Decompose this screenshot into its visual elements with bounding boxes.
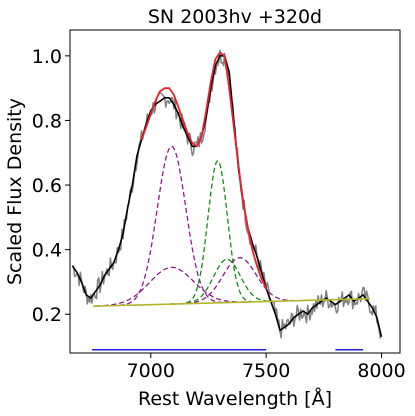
y-tick-label-1: 1.0 — [32, 46, 62, 68]
y-tick-label-0.8: 0.8 — [32, 110, 62, 132]
plot-frame — [69, 29, 401, 354]
gaussian-component-2 — [95, 266, 262, 307]
y-tick-label-0.4: 0.4 — [32, 240, 62, 262]
chart-title: SN 2003hv +320d — [148, 6, 322, 28]
total-fit-line — [140, 51, 268, 289]
observed-spectrum-raw — [72, 49, 382, 339]
x-tick-label-8000: 8000 — [357, 360, 405, 382]
axes: 7000 7500 8000 0.2 0.4 0.6 0.8 1.0 — [32, 46, 406, 382]
plot-area — [71, 49, 383, 351]
gaussian-component-5 — [162, 257, 303, 305]
y-axis-label: Scaled Flux Density — [4, 98, 26, 285]
y-tick-label-0.2: 0.2 — [32, 304, 62, 326]
gaussian-component-3 — [162, 160, 280, 305]
x-axis-label: Rest Wavelength [Å] — [138, 387, 332, 410]
y-tick-label-0.6: 0.6 — [32, 175, 62, 197]
observed-spectrum-smoothed — [71, 54, 383, 338]
x-tick-label-7500: 7500 — [242, 360, 290, 382]
x-tick-label-7000: 7000 — [127, 360, 175, 382]
continuum-line — [93, 297, 371, 307]
